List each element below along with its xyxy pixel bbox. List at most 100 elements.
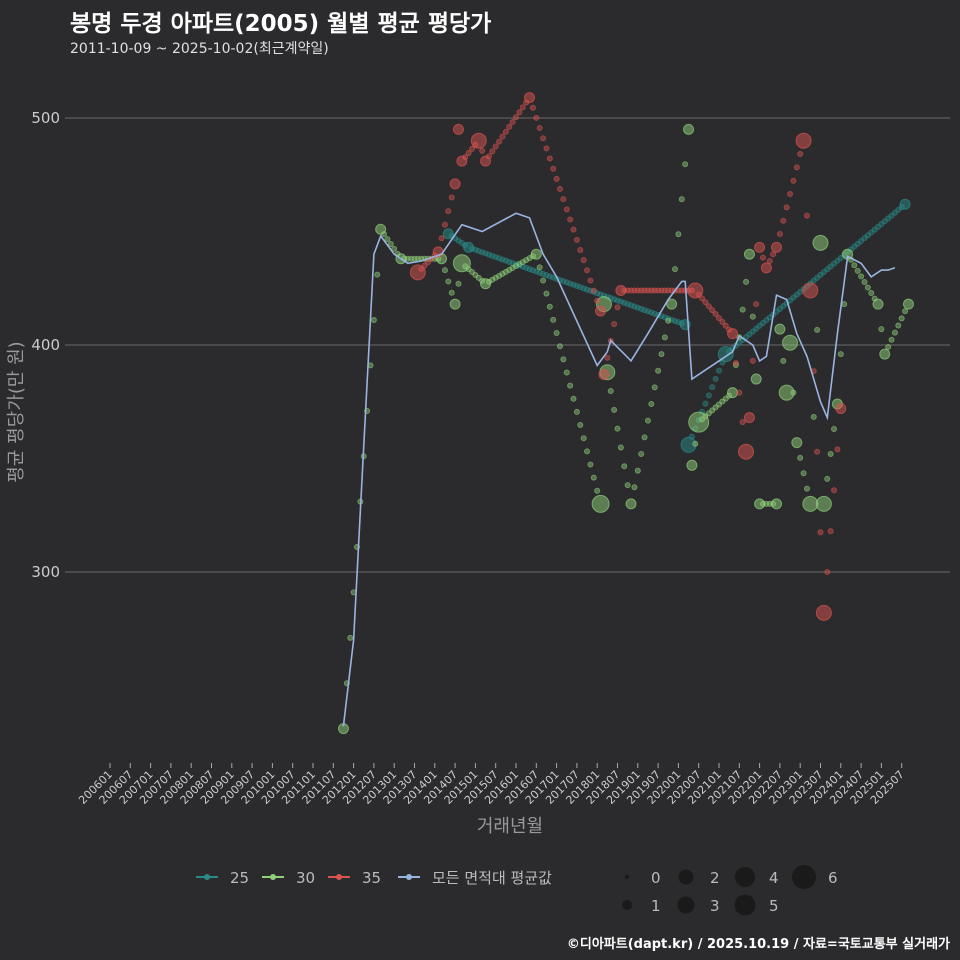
data-point <box>743 412 755 424</box>
data-point <box>760 262 772 274</box>
legend-size-circle <box>622 900 632 910</box>
data-point <box>812 234 829 251</box>
interpolated-point <box>776 231 783 238</box>
interpolated-point <box>563 279 570 286</box>
interpolated-point <box>567 216 574 223</box>
interpolated-point <box>580 435 587 442</box>
legend-size-label: 2 <box>710 869 720 887</box>
interpolated-point <box>793 164 800 171</box>
chart-title: 봉명 두경 아파트(2005) 월별 평균 평당가 <box>70 11 492 37</box>
interpolated-point <box>543 290 550 297</box>
data-point <box>449 298 461 310</box>
interpolated-point <box>496 255 503 262</box>
legend-point-2 <box>336 874 342 880</box>
data-point <box>902 298 914 310</box>
interpolated-point <box>739 419 746 426</box>
interpolated-point <box>441 267 448 274</box>
interpolated-point <box>489 252 496 259</box>
data-point <box>791 437 803 449</box>
legend-label: 모든 면적대 평균값 <box>432 869 552 887</box>
interpolated-point <box>851 262 858 269</box>
interpolated-point <box>496 272 503 279</box>
interpolated-point <box>611 321 618 328</box>
interpolated-point <box>347 634 354 641</box>
data-point <box>524 92 536 104</box>
interpolated-point <box>543 145 550 152</box>
interpolated-point <box>587 461 594 468</box>
interpolated-point <box>831 425 838 432</box>
interpolated-point <box>722 322 729 329</box>
interpolated-point <box>604 354 611 361</box>
interpolated-point <box>631 303 638 310</box>
legend-size-label: 4 <box>769 869 779 887</box>
data-point <box>409 264 426 281</box>
interpolated-point <box>536 125 543 132</box>
data-point <box>456 155 468 167</box>
interpolated-point <box>611 296 618 303</box>
interpolated-point <box>496 138 503 145</box>
interpolated-point <box>506 258 513 265</box>
interpolated-point <box>540 270 547 277</box>
data-point <box>666 298 678 310</box>
interpolated-point <box>502 268 509 275</box>
interpolated-point <box>573 408 580 415</box>
legend-size-circle <box>677 896 695 914</box>
interpolated-point <box>536 264 543 271</box>
interpolated-point <box>631 484 638 491</box>
interpolated-point <box>577 246 584 253</box>
interpolated-point <box>634 304 641 311</box>
interpolated-point <box>584 267 591 274</box>
interpolated-point <box>797 151 804 158</box>
interpolated-point <box>655 367 662 374</box>
data-point <box>530 248 542 260</box>
interpolated-point <box>864 284 871 291</box>
interpolated-point <box>749 313 756 320</box>
interpolated-point <box>502 257 509 264</box>
interpolated-point <box>628 302 635 309</box>
legend-size-label: 1 <box>651 897 661 915</box>
interpolated-point <box>519 259 526 266</box>
interpolated-point <box>526 266 533 273</box>
interpolated-point <box>709 307 716 314</box>
interpolated-point <box>621 299 628 306</box>
interpolated-point <box>854 267 861 274</box>
interpolated-point <box>475 248 482 255</box>
interpolated-point <box>492 254 499 261</box>
legend-label: 35 <box>362 869 381 887</box>
interpolated-point <box>543 272 550 279</box>
interpolated-point <box>817 529 824 536</box>
interpolated-point <box>587 277 594 284</box>
interpolated-point <box>489 276 496 283</box>
interpolated-point <box>492 143 499 150</box>
data-point <box>754 241 766 253</box>
legend-size-circle <box>678 869 694 885</box>
data-point <box>452 254 471 273</box>
interpolated-point <box>868 290 875 297</box>
interpolated-point <box>712 375 719 382</box>
data-point <box>727 387 739 399</box>
data-point <box>750 373 762 385</box>
interpolated-point <box>736 389 743 396</box>
interpolated-point <box>902 308 909 315</box>
legend-size-label: 3 <box>710 897 720 915</box>
interpolated-point <box>590 287 597 294</box>
interpolated-point <box>567 382 574 389</box>
interpolated-point <box>644 417 651 424</box>
interpolated-point <box>441 221 448 228</box>
interpolated-point <box>499 133 506 140</box>
interpolated-point <box>827 450 834 457</box>
interpolated-point <box>715 367 722 374</box>
data-point <box>727 328 739 340</box>
interpolated-point <box>387 240 394 247</box>
interpolated-point <box>783 204 790 211</box>
interpolated-point <box>712 311 719 318</box>
interpolated-point <box>617 298 624 305</box>
interpolated-point <box>861 278 868 285</box>
interpolated-point <box>624 301 631 308</box>
interpolated-point <box>705 392 712 399</box>
interpolated-point <box>594 297 601 304</box>
interpolated-point <box>560 196 567 203</box>
interpolated-point <box>546 155 553 162</box>
legend-label: 30 <box>296 869 315 887</box>
